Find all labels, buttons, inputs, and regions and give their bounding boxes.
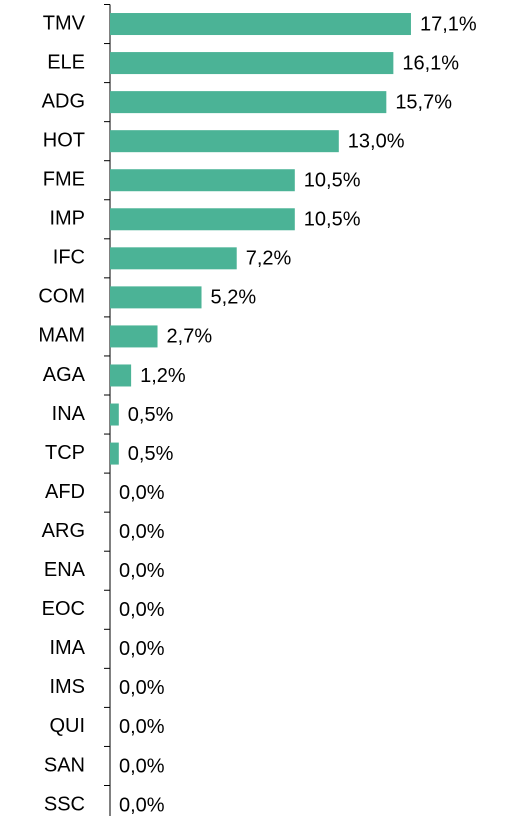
- value-label: 0,0%: [119, 716, 165, 738]
- y-tick-label: AGA: [43, 364, 86, 386]
- y-tick-label: INA: [52, 403, 86, 425]
- value-label: 10,5%: [304, 209, 361, 231]
- y-tick-label: ENA: [44, 559, 86, 581]
- value-label: 0,0%: [119, 794, 165, 816]
- y-tick-label: QUI: [49, 715, 85, 737]
- bar: [110, 52, 394, 75]
- value-label: 2,7%: [167, 326, 213, 348]
- y-tick-label: TCP: [45, 442, 85, 464]
- y-tick-label: FME: [43, 169, 85, 191]
- value-label: 0,0%: [119, 677, 165, 699]
- value-label: 15,7%: [395, 91, 452, 113]
- bar: [110, 247, 237, 270]
- bar: [110, 364, 132, 387]
- value-label: 0,5%: [128, 404, 174, 426]
- value-label: 0,0%: [119, 599, 165, 621]
- value-label: 7,2%: [246, 248, 292, 270]
- value-label: 0,0%: [119, 560, 165, 582]
- value-label: 5,2%: [211, 287, 257, 309]
- y-tick-label: EOC: [42, 598, 85, 620]
- y-tick-label: ADG: [42, 90, 85, 112]
- value-label: 13,0%: [348, 130, 405, 152]
- value-label: 1,2%: [140, 365, 186, 387]
- y-tick-label: SAN: [44, 754, 85, 776]
- bar: [110, 91, 387, 114]
- y-tick-label: IMP: [49, 208, 85, 230]
- value-label: 0,0%: [119, 755, 165, 777]
- y-tick-label: COM: [38, 286, 85, 308]
- bar: [110, 13, 411, 36]
- value-label: 0,5%: [128, 443, 174, 465]
- bar: [110, 403, 119, 426]
- y-tick-label: MAM: [38, 325, 85, 347]
- y-tick-label: ELE: [47, 51, 85, 73]
- y-tick-label: ARG: [42, 520, 85, 542]
- y-tick-label: IFC: [53, 247, 85, 269]
- y-tick-label: SSC: [44, 793, 85, 815]
- y-tick-label: AFD: [45, 481, 85, 503]
- y-tick-label: IMS: [49, 676, 85, 698]
- y-tick-label: IMA: [49, 637, 85, 659]
- y-tick-label: HOT: [43, 129, 85, 151]
- bar: [110, 208, 295, 231]
- bar: [110, 442, 119, 465]
- value-label: 0,0%: [119, 521, 165, 543]
- value-label: 17,1%: [420, 13, 477, 35]
- value-label: 10,5%: [304, 170, 361, 192]
- bar: [110, 325, 158, 348]
- bar: [110, 130, 339, 153]
- value-label: 16,1%: [402, 52, 459, 74]
- value-label: 0,0%: [119, 638, 165, 660]
- bar: [110, 169, 295, 192]
- bar: [110, 286, 202, 309]
- y-tick-label: TMV: [43, 12, 86, 34]
- value-label: 0,0%: [119, 482, 165, 504]
